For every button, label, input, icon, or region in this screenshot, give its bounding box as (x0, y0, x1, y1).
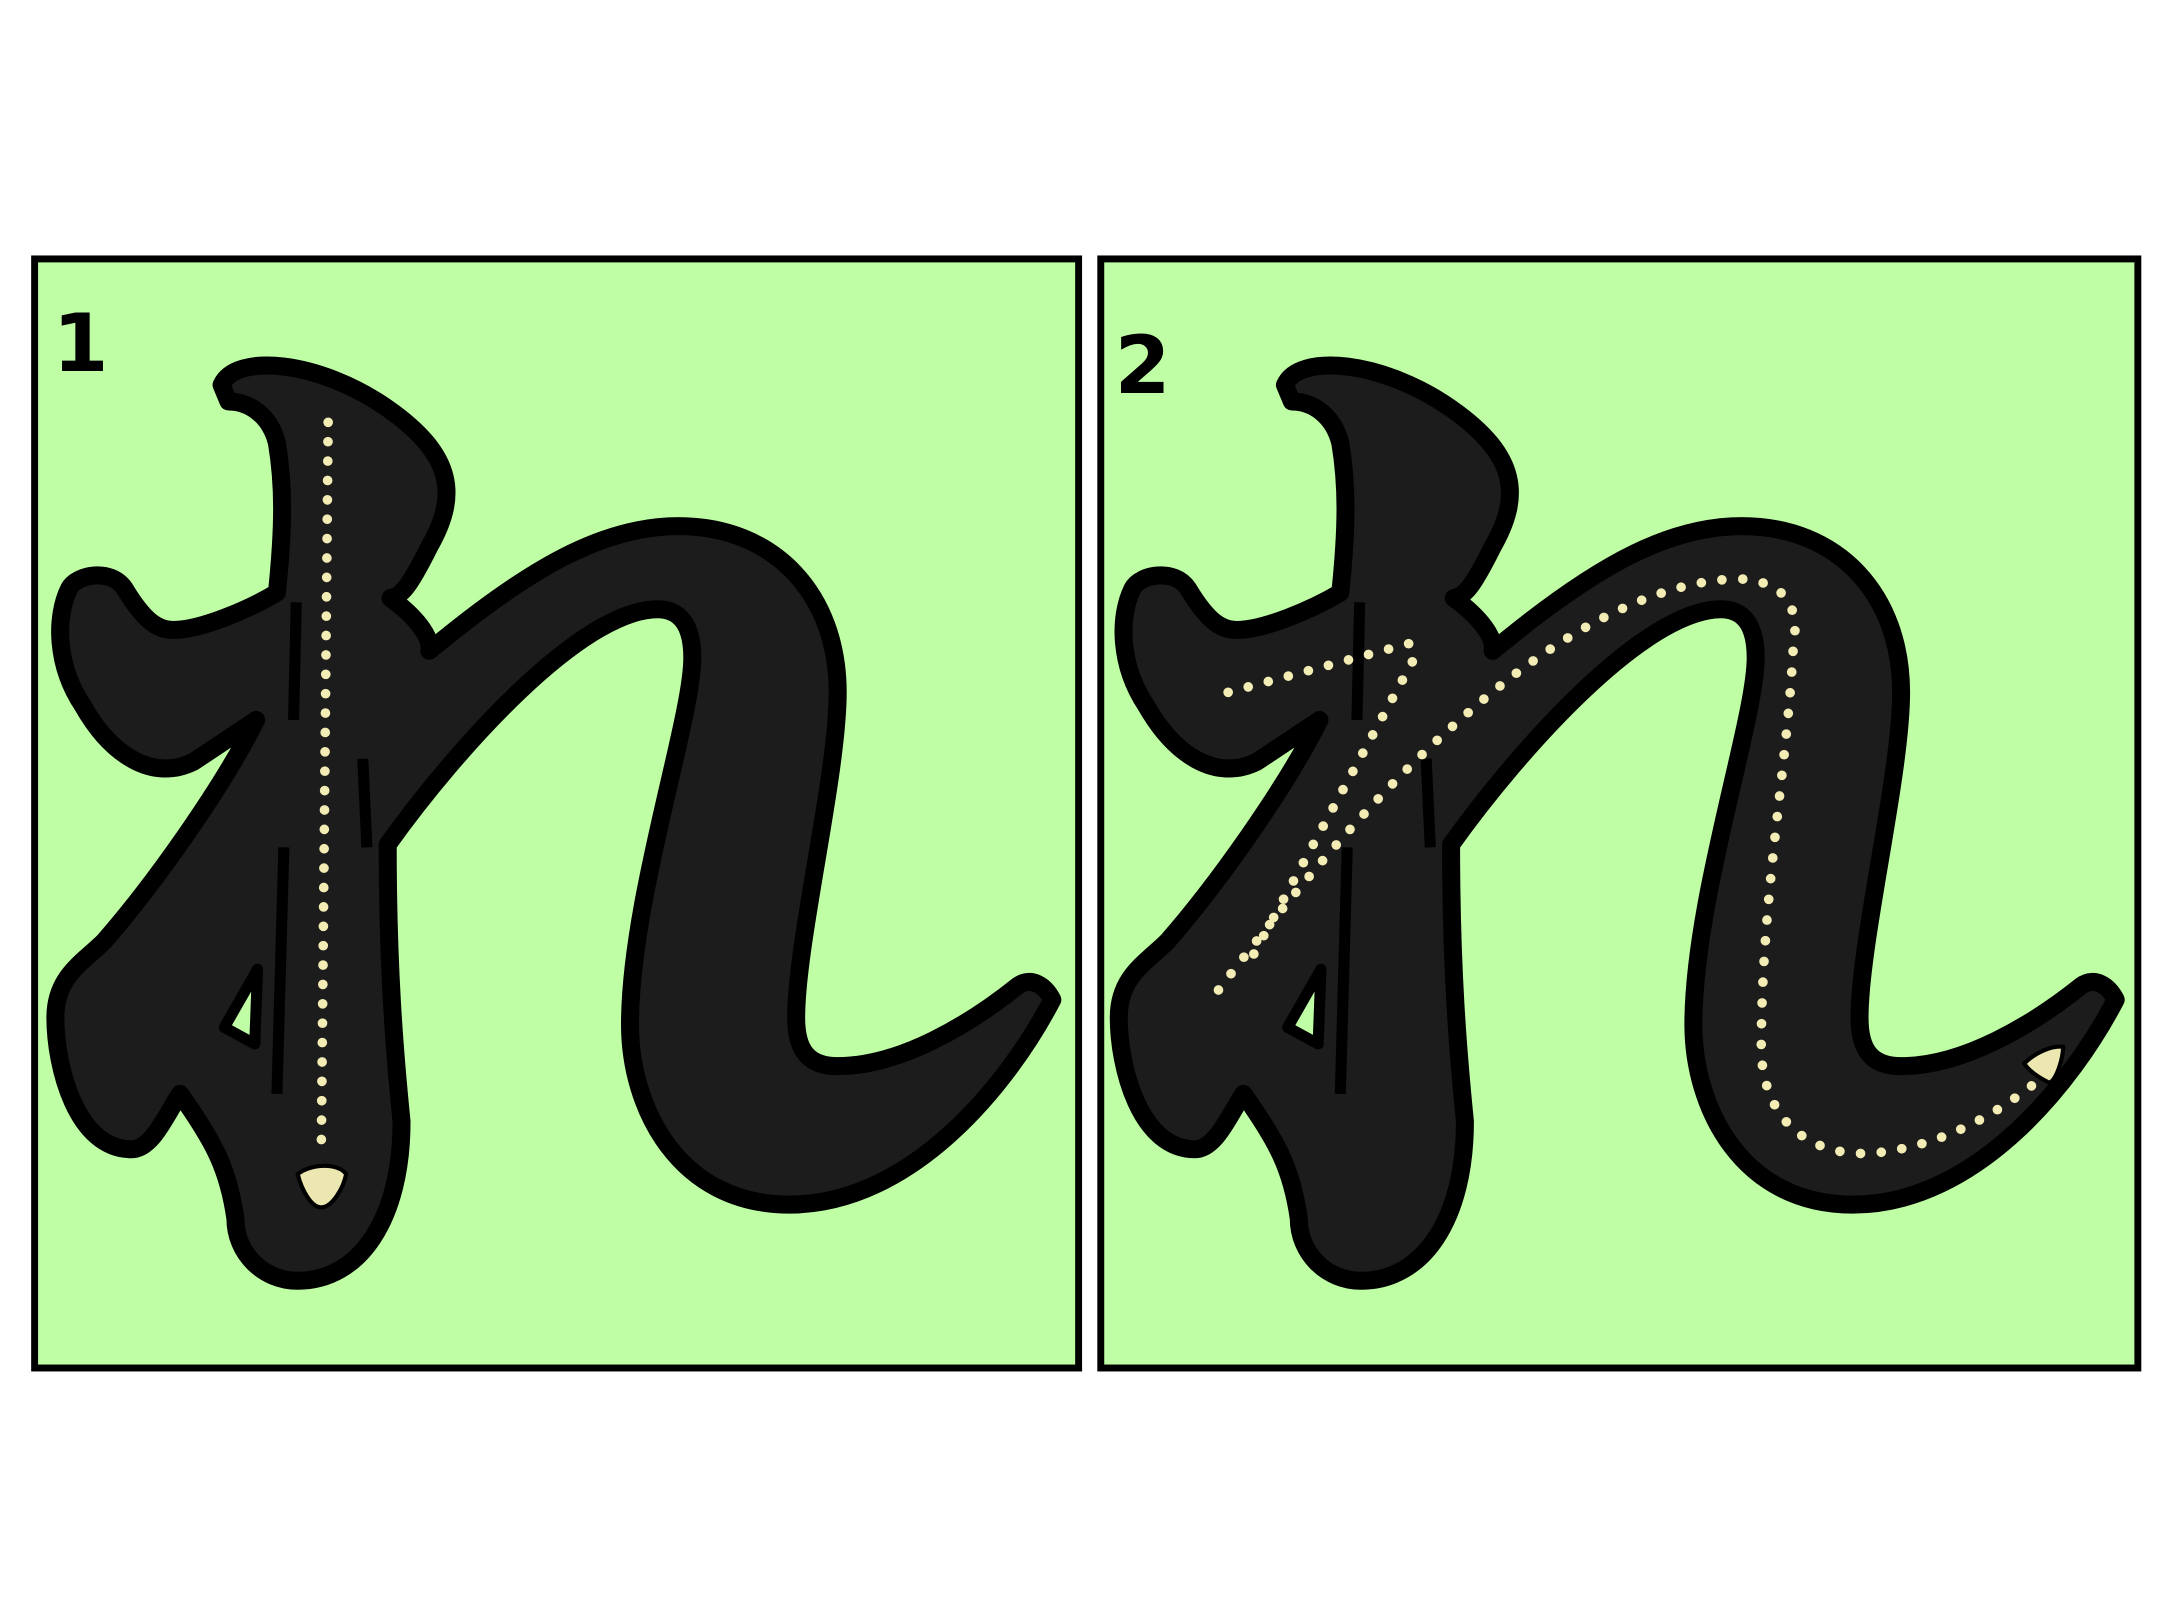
step-number: 1 (53, 296, 109, 390)
start-marker (2021, 1044, 2066, 1086)
trace-dots (316, 417, 333, 1161)
start-marker (295, 1163, 349, 1210)
panel-1: 1 (31, 255, 1083, 1372)
panel-2: 2 (1097, 255, 2142, 1372)
step-number: 2 (1115, 318, 1171, 412)
trace-dots (1213, 573, 2057, 1159)
